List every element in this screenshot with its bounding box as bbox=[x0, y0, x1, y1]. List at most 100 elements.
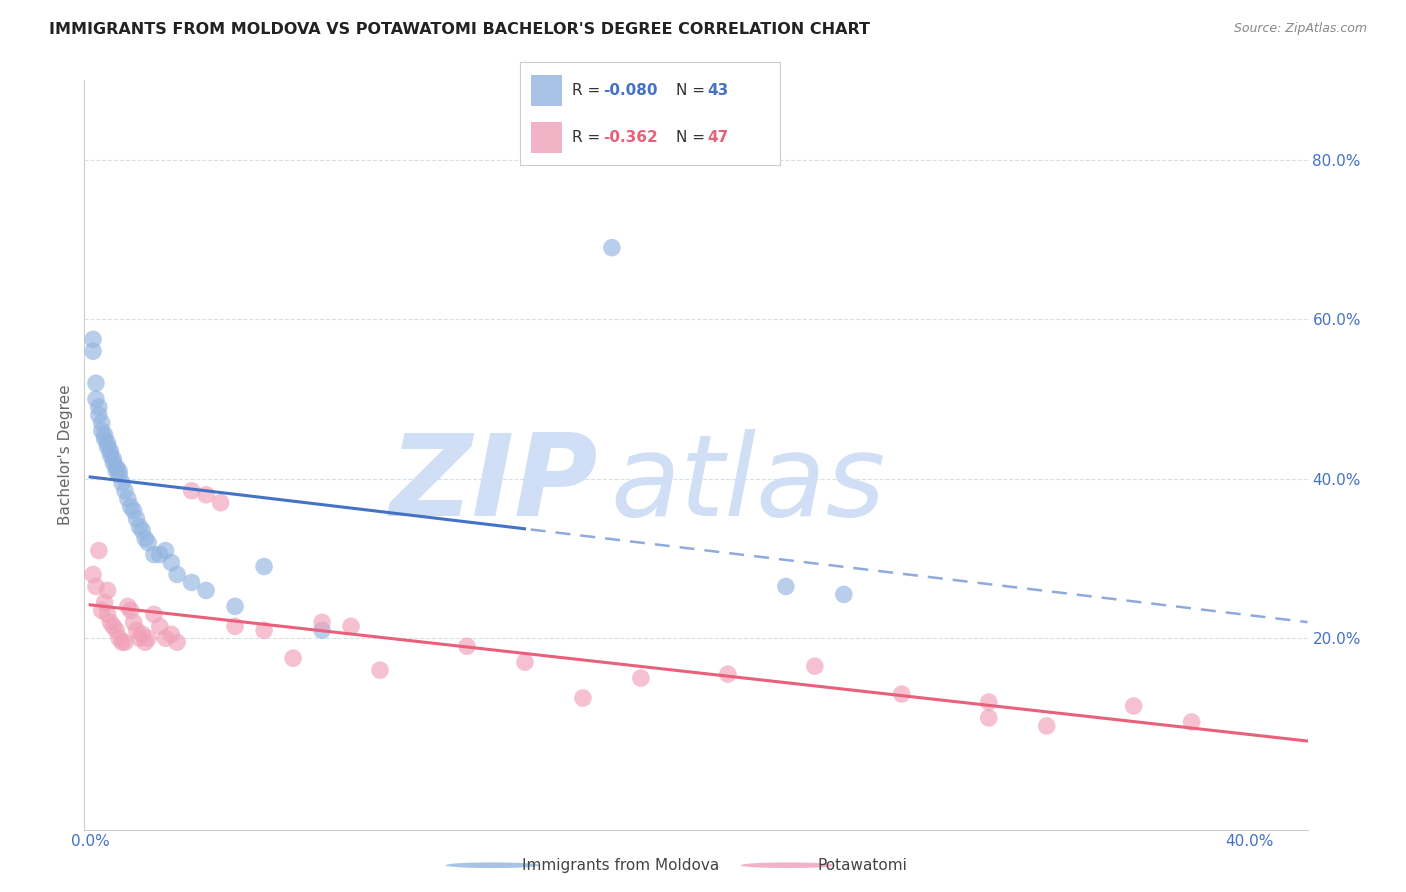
Point bbox=[160, 556, 183, 570]
Point bbox=[131, 627, 153, 641]
Point bbox=[105, 464, 128, 478]
Point bbox=[108, 632, 131, 646]
Point bbox=[120, 603, 142, 617]
Point bbox=[134, 635, 156, 649]
Point bbox=[111, 635, 134, 649]
Point bbox=[131, 524, 153, 538]
Point bbox=[368, 663, 391, 677]
Point bbox=[87, 400, 110, 414]
Point bbox=[180, 483, 202, 498]
Point bbox=[832, 587, 855, 601]
Point bbox=[100, 615, 122, 630]
Point bbox=[90, 603, 112, 617]
Point bbox=[117, 599, 139, 614]
Point bbox=[513, 655, 536, 669]
Point bbox=[209, 496, 232, 510]
Text: R =: R = bbox=[572, 83, 606, 97]
Point bbox=[155, 543, 177, 558]
Point bbox=[125, 511, 148, 525]
Point bbox=[96, 440, 118, 454]
Circle shape bbox=[446, 863, 540, 868]
Text: ZIP: ZIP bbox=[389, 429, 598, 541]
Text: atlas: atlas bbox=[610, 429, 886, 541]
Text: 47: 47 bbox=[707, 130, 728, 145]
Point bbox=[340, 619, 363, 633]
Point bbox=[253, 624, 276, 638]
Text: IMMIGRANTS FROM MOLDOVA VS POTAWATOMI BACHELOR'S DEGREE CORRELATION CHART: IMMIGRANTS FROM MOLDOVA VS POTAWATOMI BA… bbox=[49, 22, 870, 37]
Point bbox=[166, 567, 188, 582]
Point bbox=[142, 548, 165, 562]
Point bbox=[100, 448, 122, 462]
Point bbox=[84, 376, 107, 391]
Point bbox=[87, 543, 110, 558]
Point bbox=[253, 559, 276, 574]
Point bbox=[120, 500, 142, 514]
Point bbox=[600, 241, 623, 255]
Point bbox=[108, 464, 131, 478]
Point bbox=[90, 416, 112, 430]
Point bbox=[149, 548, 172, 562]
Point bbox=[224, 599, 246, 614]
Point bbox=[84, 579, 107, 593]
Point bbox=[125, 624, 148, 638]
Point bbox=[93, 428, 115, 442]
Point bbox=[117, 491, 139, 506]
Point bbox=[103, 619, 125, 633]
Point bbox=[136, 535, 159, 549]
Point bbox=[775, 579, 797, 593]
Point bbox=[804, 659, 827, 673]
Point bbox=[195, 583, 218, 598]
Point bbox=[82, 567, 104, 582]
Text: Immigrants from Moldova: Immigrants from Moldova bbox=[522, 858, 720, 872]
Point bbox=[224, 619, 246, 633]
Point bbox=[195, 488, 218, 502]
Point bbox=[93, 595, 115, 609]
Point bbox=[311, 615, 333, 630]
Point bbox=[103, 456, 125, 470]
Point bbox=[82, 332, 104, 346]
Point bbox=[166, 635, 188, 649]
Point bbox=[105, 459, 128, 474]
Text: -0.362: -0.362 bbox=[603, 130, 658, 145]
FancyBboxPatch shape bbox=[530, 75, 562, 105]
Point bbox=[136, 632, 159, 646]
Point bbox=[456, 639, 478, 653]
Text: Source: ZipAtlas.com: Source: ZipAtlas.com bbox=[1233, 22, 1367, 36]
Point bbox=[122, 615, 145, 630]
Point bbox=[977, 711, 1000, 725]
Point bbox=[93, 432, 115, 446]
Circle shape bbox=[741, 863, 835, 868]
Point bbox=[149, 619, 172, 633]
Text: N =: N = bbox=[676, 83, 710, 97]
Point bbox=[1181, 714, 1204, 729]
Point bbox=[84, 392, 107, 406]
Text: -0.080: -0.080 bbox=[603, 83, 658, 97]
Point bbox=[122, 504, 145, 518]
Point bbox=[114, 635, 136, 649]
Point bbox=[717, 667, 740, 681]
Point bbox=[1035, 719, 1057, 733]
Point bbox=[96, 583, 118, 598]
Point bbox=[977, 695, 1000, 709]
Point bbox=[82, 344, 104, 359]
Text: 43: 43 bbox=[707, 83, 728, 97]
Y-axis label: Bachelor's Degree: Bachelor's Degree bbox=[58, 384, 73, 525]
Point bbox=[180, 575, 202, 590]
Point bbox=[134, 532, 156, 546]
Point bbox=[572, 691, 595, 706]
Text: Potawatomi: Potawatomi bbox=[817, 858, 907, 872]
Point bbox=[142, 607, 165, 622]
Point bbox=[105, 624, 128, 638]
Text: R =: R = bbox=[572, 130, 606, 145]
Point bbox=[87, 408, 110, 422]
Point bbox=[100, 444, 122, 458]
Point bbox=[311, 624, 333, 638]
FancyBboxPatch shape bbox=[530, 122, 562, 153]
Point bbox=[630, 671, 652, 685]
Text: N =: N = bbox=[676, 130, 710, 145]
Point bbox=[108, 467, 131, 482]
Point bbox=[103, 451, 125, 466]
Point bbox=[128, 632, 150, 646]
Point bbox=[96, 607, 118, 622]
Point bbox=[111, 475, 134, 490]
